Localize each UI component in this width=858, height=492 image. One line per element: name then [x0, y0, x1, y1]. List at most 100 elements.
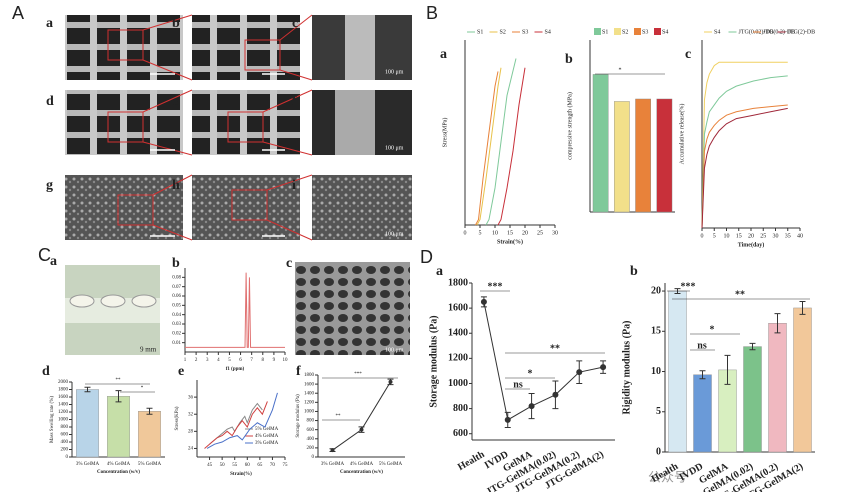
- y-axis-title: Stress(KPa): [175, 406, 180, 430]
- line: [701, 107, 788, 229]
- image-label: g: [46, 178, 53, 193]
- x-tick-label: 35: [785, 233, 791, 239]
- chart-label: d: [42, 364, 50, 379]
- chart-label: a: [440, 47, 447, 62]
- chart: f 0 200 400 600 800 1000 1200 1400 1600 1800 3% Gel…: [296, 364, 405, 475]
- y-tick-label: 0.01: [172, 341, 181, 346]
- y-tick-label: 0.07: [172, 285, 181, 290]
- image-label: i: [292, 178, 296, 193]
- image-label: f: [292, 94, 297, 109]
- chart: a60080010001200140016001800HealthIVDDGel…: [428, 264, 615, 492]
- sem: [65, 90, 183, 155]
- image-label: e: [172, 94, 178, 109]
- legend-label: S3: [642, 29, 648, 35]
- y-tick-label: 32: [188, 412, 194, 417]
- significance: *: [528, 368, 533, 379]
- scale-label: 9 mm: [140, 346, 157, 354]
- x-axis-title: Concentration (w/v): [97, 470, 140, 475]
- significance: **: [735, 289, 745, 300]
- panel-label: B: [426, 3, 438, 23]
- x-tick-label: 45: [207, 463, 213, 468]
- x-tick-label: 60: [245, 463, 251, 468]
- bar: [693, 374, 712, 453]
- x-tick-label: 3% GelMA: [76, 462, 100, 467]
- image-label: c: [292, 16, 298, 31]
- y-tick-label: 1600: [58, 395, 69, 400]
- significance: **: [336, 414, 342, 419]
- y-tick-label: 20: [651, 285, 661, 296]
- error-bar: [799, 301, 806, 315]
- significance: **: [116, 378, 122, 383]
- scale-label: 100 μm: [385, 231, 404, 237]
- x-tick-label: 65: [257, 463, 263, 468]
- error-bar: [115, 390, 122, 403]
- y-axis-title: Accumulative release(%): [678, 104, 685, 165]
- x-tick-label: Health: [456, 449, 487, 473]
- sem: [312, 175, 412, 240]
- legend-label: 5% GelMA: [255, 427, 279, 432]
- chart: a 0 5 10 15 20 25 30 Stress(MPa) Strain(%) S1 S2 S3 S…: [440, 29, 558, 245]
- sem: [192, 90, 300, 155]
- x-tick-label: 5: [713, 233, 716, 239]
- y-tick-label: 10: [651, 366, 661, 377]
- x-tick-label: 2: [195, 358, 198, 363]
- chart-label: f: [296, 364, 301, 379]
- y-tick-label: 15: [651, 326, 661, 337]
- y-tick-label: 200: [307, 446, 315, 451]
- porous-sem: [295, 262, 410, 355]
- y-axis-title: Storage modulus (Pa): [296, 394, 301, 438]
- significance: **: [550, 343, 560, 354]
- legend-label: 4% GelMA: [255, 434, 279, 439]
- y-tick-label: 1400: [304, 391, 315, 396]
- significance: ***: [354, 372, 362, 377]
- x-tick-label: 15: [736, 233, 742, 239]
- y-tick-label: 600: [453, 428, 468, 439]
- image-label: a: [46, 16, 53, 31]
- x-tick-label: 4: [217, 358, 220, 363]
- x-tick-label: 5% GelMA: [379, 462, 403, 467]
- x-tick-label: 15: [507, 230, 513, 236]
- legend-label: 3% GelMA: [255, 441, 279, 446]
- x-tick-label: 0: [701, 233, 704, 239]
- marker: [528, 403, 535, 410]
- legend-label: S4: [714, 29, 720, 35]
- chart-label: c: [685, 47, 691, 62]
- marker: [552, 391, 559, 398]
- y-axis-title: Storage modulus (Pa): [428, 315, 439, 407]
- x-tick-label: 4% GelMA: [350, 462, 374, 467]
- marker: [504, 416, 511, 423]
- y-tick-label: 1600: [304, 382, 315, 387]
- error-bar: [724, 354, 731, 385]
- sem: [345, 15, 375, 80]
- x-tick-label: 20: [522, 230, 528, 236]
- x-tick-label: 8: [262, 358, 265, 363]
- bar: [668, 290, 687, 453]
- y-tick-label: 2000: [58, 380, 69, 385]
- marker: [600, 364, 607, 371]
- y-tick-label: 1000: [304, 410, 315, 415]
- chart-label: a: [436, 264, 443, 279]
- y-tick-label: 600: [307, 428, 315, 433]
- y-tick-label: 1800: [448, 277, 468, 288]
- legend-swatch: [634, 28, 641, 35]
- sem: [192, 15, 300, 80]
- bar: [614, 101, 630, 213]
- y-tick-label: 1800: [58, 388, 69, 393]
- y-tick-label: 36: [188, 395, 194, 400]
- chart-label: b: [565, 52, 573, 67]
- x-tick-label: 6: [239, 358, 242, 363]
- x-tick-label: 10: [283, 358, 289, 363]
- bar: [656, 98, 673, 213]
- line: [701, 75, 788, 229]
- hydrogel: [69, 294, 157, 308]
- y-tick-label: 1200: [448, 353, 468, 364]
- x-axis-title: f1 (ppm): [226, 367, 245, 372]
- marker: [330, 448, 335, 453]
- y-tick-label: 1400: [448, 328, 468, 339]
- y-tick-label: 0.04: [172, 313, 181, 318]
- image-label: c: [286, 256, 292, 271]
- y-tick-label: 0.05: [172, 303, 181, 308]
- line: [476, 67, 502, 226]
- line: [497, 67, 526, 226]
- image-label: h: [172, 178, 180, 193]
